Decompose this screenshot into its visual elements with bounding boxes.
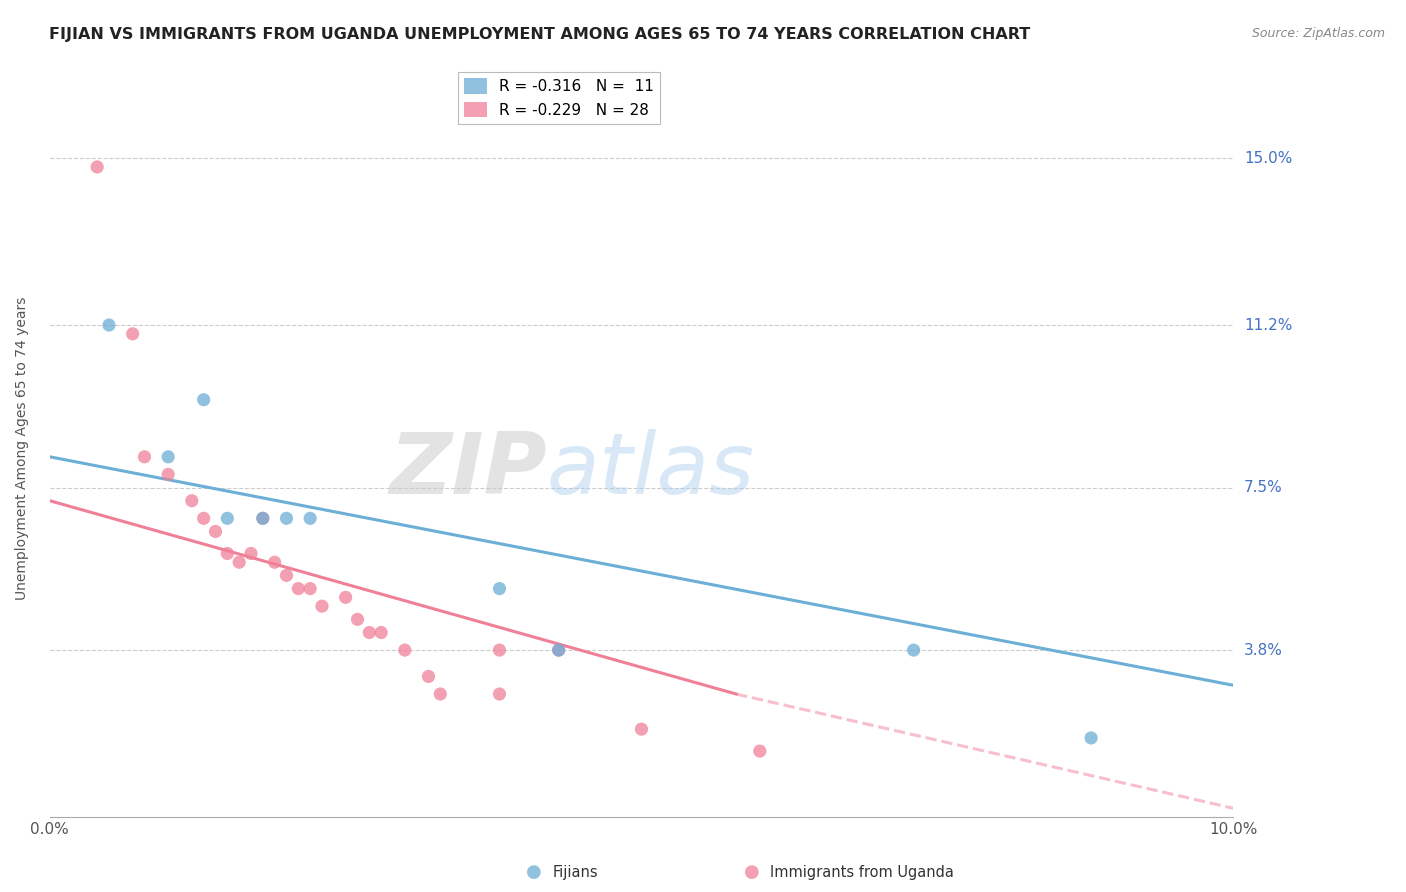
- Point: [488, 582, 510, 596]
- Point: [180, 493, 202, 508]
- Point: [276, 511, 298, 525]
- Point: [193, 511, 215, 525]
- Point: [193, 392, 215, 407]
- Point: [252, 511, 274, 525]
- Point: [547, 643, 569, 657]
- Point: [276, 568, 298, 582]
- Point: [121, 326, 143, 341]
- Point: [228, 555, 250, 569]
- Y-axis label: Unemployment Among Ages 65 to 74 years: Unemployment Among Ages 65 to 74 years: [15, 296, 30, 599]
- Text: 3.8%: 3.8%: [1244, 642, 1284, 657]
- Point: [263, 555, 285, 569]
- Text: 11.2%: 11.2%: [1244, 318, 1292, 333]
- Point: [429, 687, 451, 701]
- Text: ZIP: ZIP: [389, 429, 547, 512]
- Point: [748, 744, 770, 758]
- Point: [299, 582, 322, 596]
- Point: [217, 511, 239, 525]
- Text: 7.5%: 7.5%: [1244, 480, 1282, 495]
- Point: [134, 450, 156, 464]
- Text: 15.0%: 15.0%: [1244, 151, 1292, 166]
- Point: [240, 546, 263, 560]
- Text: FIJIAN VS IMMIGRANTS FROM UGANDA UNEMPLOYMENT AMONG AGES 65 TO 74 YEARS CORRELAT: FIJIAN VS IMMIGRANTS FROM UGANDA UNEMPLO…: [49, 27, 1031, 42]
- Text: Immigrants from Uganda: Immigrants from Uganda: [770, 865, 955, 880]
- Text: Source: ZipAtlas.com: Source: ZipAtlas.com: [1251, 27, 1385, 40]
- Point: [287, 582, 309, 596]
- Point: [394, 643, 416, 657]
- Text: ●: ●: [526, 863, 543, 881]
- Text: atlas: atlas: [547, 429, 755, 512]
- Point: [370, 625, 392, 640]
- Point: [217, 546, 239, 560]
- Point: [335, 591, 357, 605]
- Point: [547, 643, 569, 657]
- Point: [252, 511, 274, 525]
- Point: [157, 450, 180, 464]
- Point: [903, 643, 925, 657]
- Text: Fijians: Fijians: [553, 865, 598, 880]
- Point: [630, 722, 652, 736]
- Point: [418, 669, 440, 683]
- Point: [299, 511, 322, 525]
- Point: [488, 687, 510, 701]
- Point: [359, 625, 381, 640]
- Point: [86, 160, 108, 174]
- Point: [1080, 731, 1102, 745]
- Legend: R = -0.316   N =  11, R = -0.229   N = 28: R = -0.316 N = 11, R = -0.229 N = 28: [457, 72, 659, 124]
- Point: [311, 599, 333, 614]
- Point: [346, 612, 368, 626]
- Point: [204, 524, 226, 539]
- Point: [488, 643, 510, 657]
- Text: ●: ●: [744, 863, 761, 881]
- Point: [98, 318, 121, 332]
- Point: [157, 467, 180, 482]
